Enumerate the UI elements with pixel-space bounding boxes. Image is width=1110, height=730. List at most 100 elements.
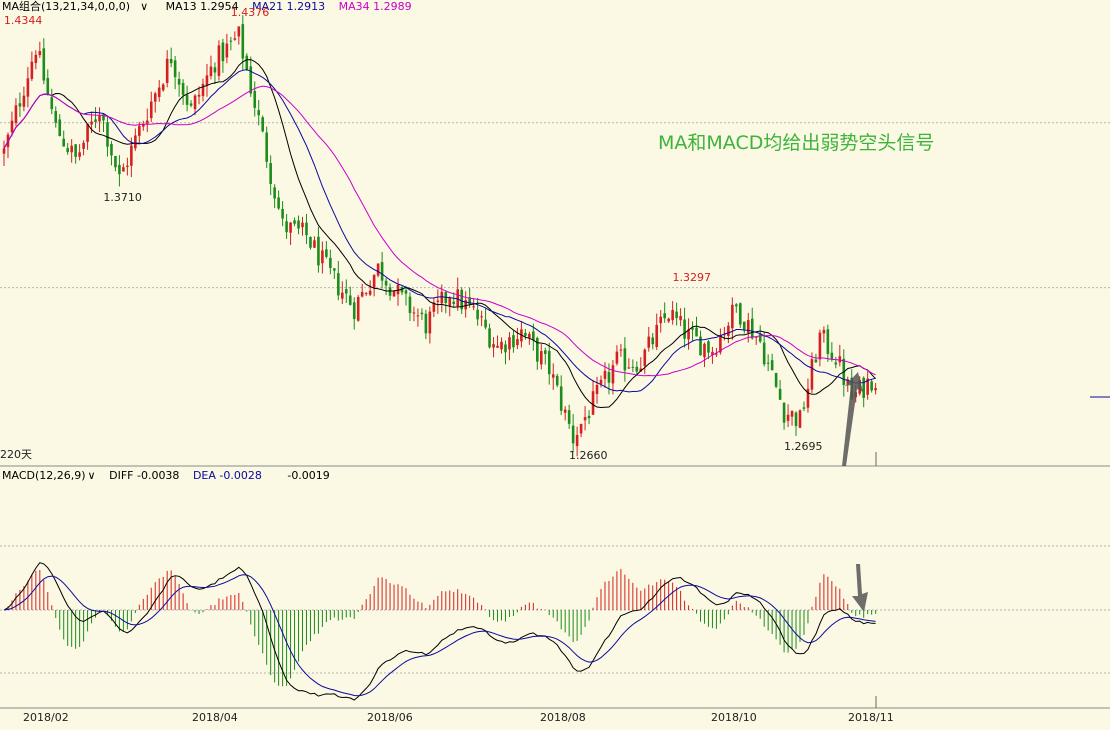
candle-body bbox=[627, 367, 631, 369]
candle-body bbox=[567, 410, 571, 424]
candle-body bbox=[711, 351, 714, 356]
candle-body bbox=[707, 341, 710, 353]
candle-body bbox=[205, 75, 209, 86]
x-tick-label: 2018/04 bbox=[192, 711, 238, 724]
candle-body bbox=[134, 135, 137, 149]
candle-body bbox=[297, 220, 300, 229]
ma34-value: MA34 1.2989 bbox=[338, 0, 412, 13]
candle-body bbox=[559, 386, 563, 411]
moving-average-lines bbox=[3, 59, 876, 409]
candle-body bbox=[476, 309, 479, 320]
candle-body bbox=[655, 324, 659, 348]
candle-body bbox=[74, 144, 77, 157]
candle-body bbox=[285, 221, 288, 233]
candle-body bbox=[735, 304, 738, 307]
macd-lines bbox=[3, 562, 876, 701]
candle-body bbox=[750, 318, 754, 339]
candle-body bbox=[639, 368, 643, 372]
dea-line bbox=[3, 574, 876, 697]
x-tick-label: 2018/08 bbox=[540, 711, 586, 724]
price-label: 1.2660 bbox=[569, 449, 608, 463]
candle-body bbox=[173, 60, 177, 78]
candle-body bbox=[58, 119, 62, 137]
candle-body bbox=[540, 351, 543, 365]
candle-body bbox=[341, 292, 344, 299]
price-label: 1.3710 bbox=[103, 190, 142, 204]
candle-body bbox=[126, 165, 129, 168]
candle-body bbox=[265, 132, 268, 162]
candle-body bbox=[10, 120, 14, 133]
candle-body bbox=[313, 240, 316, 248]
candle-body bbox=[826, 329, 830, 354]
candle-body bbox=[504, 344, 507, 353]
candle-body bbox=[599, 379, 603, 384]
candle-body bbox=[643, 349, 647, 366]
candle-body bbox=[38, 51, 42, 56]
candle-body bbox=[818, 332, 822, 360]
candle-body bbox=[691, 327, 694, 330]
candle-body bbox=[153, 93, 157, 102]
candle-body bbox=[866, 378, 869, 395]
candle-body bbox=[651, 337, 655, 345]
candle-body bbox=[360, 291, 364, 297]
ma-group-indicator[interactable]: MA组合(13,21,34,0,0,0) bbox=[2, 0, 131, 13]
candle-body bbox=[364, 293, 368, 295]
candle-body bbox=[384, 280, 388, 286]
candle-body bbox=[774, 372, 778, 387]
candle-body bbox=[551, 374, 555, 378]
candle-body bbox=[161, 84, 165, 91]
candle-body bbox=[607, 372, 611, 383]
candle-body bbox=[90, 121, 93, 125]
candle-body bbox=[746, 320, 750, 333]
candle-body bbox=[583, 417, 587, 421]
candle-body bbox=[34, 54, 38, 64]
candle-body bbox=[22, 95, 26, 107]
candle-body bbox=[862, 377, 865, 398]
candle-body bbox=[301, 222, 304, 228]
candle-body bbox=[488, 328, 491, 348]
candle-body bbox=[372, 274, 376, 288]
candle-body bbox=[420, 312, 424, 315]
candle-body bbox=[165, 58, 169, 83]
candle-body bbox=[225, 43, 229, 58]
candle-body bbox=[233, 38, 237, 40]
candle-body bbox=[782, 403, 786, 423]
candle-body bbox=[245, 55, 249, 70]
signal-arrows bbox=[842, 372, 868, 612]
macd-hist-value: -0.0019 bbox=[287, 469, 330, 482]
macd-indicator[interactable]: MACD(12,26,9) bbox=[2, 469, 86, 482]
x-tick-label: 2018/02 bbox=[23, 711, 69, 724]
candle-body bbox=[822, 329, 826, 334]
candle-body bbox=[579, 423, 583, 434]
ma34-line bbox=[3, 85, 876, 377]
candle-body bbox=[130, 145, 133, 166]
ma-dropdown-icon[interactable]: ∨ bbox=[140, 0, 149, 13]
candle-body bbox=[78, 152, 81, 157]
candle-body bbox=[70, 145, 73, 153]
candle-body bbox=[281, 208, 284, 219]
candle-body bbox=[659, 316, 662, 324]
candle-body bbox=[428, 311, 432, 334]
candle-body bbox=[229, 40, 233, 42]
candle-body bbox=[317, 236, 320, 266]
candle-body bbox=[106, 122, 109, 147]
macd-dropdown-icon[interactable]: ∨ bbox=[87, 469, 96, 482]
candle-body bbox=[500, 341, 503, 350]
candle-body bbox=[237, 26, 241, 37]
candle-body bbox=[416, 315, 420, 317]
candle-body bbox=[468, 297, 471, 305]
candle-body bbox=[524, 332, 527, 336]
candle-body bbox=[611, 365, 615, 384]
candle-body bbox=[217, 45, 221, 76]
candle-body bbox=[50, 97, 54, 110]
candle-body bbox=[587, 415, 591, 419]
candle-body bbox=[14, 105, 18, 123]
candle-body bbox=[766, 362, 770, 364]
candle-body bbox=[253, 90, 257, 108]
candle-body bbox=[727, 325, 730, 336]
price-candles bbox=[2, 15, 877, 457]
candle-body bbox=[380, 262, 384, 281]
candle-body bbox=[543, 350, 547, 354]
candle-body bbox=[333, 268, 336, 271]
